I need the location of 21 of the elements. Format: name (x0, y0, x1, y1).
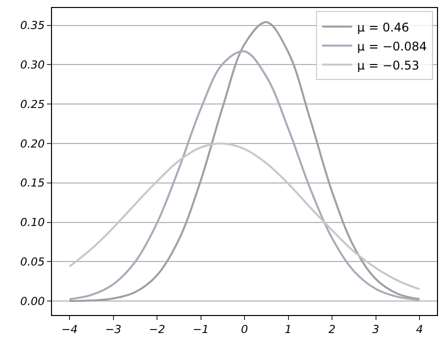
y-tick-label: 0.05 (20, 256, 45, 269)
y-tick-label: 0.20 (20, 137, 45, 150)
x-tick-label: −4 (61, 323, 78, 336)
x-tick-label: −3 (105, 323, 122, 336)
y-tick-label: 0.15 (20, 176, 45, 190)
x-tick-label: 2 (328, 323, 336, 336)
y-tick-label: 0.35 (20, 19, 45, 32)
x-tick-label: −1 (192, 323, 209, 336)
legend-label: μ = −0.084 (357, 39, 427, 54)
x-tick-label: 1 (284, 323, 292, 336)
y-tick-label: 0.10 (20, 216, 45, 230)
x-tick-label: −2 (148, 323, 166, 336)
y-tick-label: 0.30 (20, 58, 45, 72)
y-tick-label: 0.25 (20, 98, 45, 111)
y-tick-label: 0.00 (20, 294, 45, 308)
legend-label: μ = 0.46 (357, 20, 410, 34)
x-tick-label: 4 (416, 323, 423, 336)
x-tick-label: 0 (241, 323, 248, 336)
x-tick-label: 3 (372, 323, 380, 336)
legend-label: μ = −0.53 (357, 58, 420, 72)
line-series (68, 142, 420, 290)
